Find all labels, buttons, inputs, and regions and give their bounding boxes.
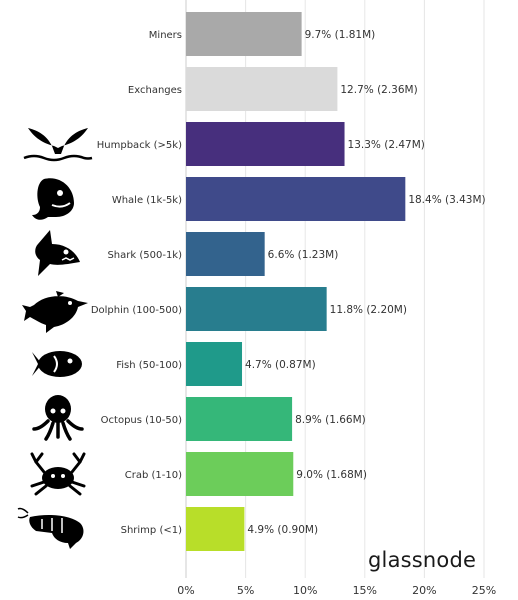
bar	[186, 67, 338, 111]
crab-eye-left	[51, 474, 55, 478]
shrimp-icon	[17, 507, 84, 549]
data-label: 9.0% (1.68M)	[296, 469, 367, 481]
shark-body	[35, 230, 80, 276]
shrimp-body	[29, 515, 84, 549]
data-label: 12.7% (2.36M)	[340, 84, 417, 96]
category-label: Crab (1-10)	[125, 470, 182, 481]
crab-body	[42, 467, 74, 489]
data-label: 8.9% (1.66M)	[295, 414, 366, 426]
octopus-icon	[32, 395, 84, 441]
bar	[186, 287, 327, 331]
x-tick-label: 5%	[237, 584, 254, 597]
octopus-head	[45, 395, 71, 423]
x-tick-label: 0%	[177, 584, 194, 597]
crab-icon	[30, 452, 86, 496]
x-tick-label: 20%	[412, 584, 436, 597]
whale-tail-icon	[23, 128, 93, 162]
bar	[186, 397, 293, 441]
category-label: Exchanges	[128, 85, 182, 96]
fish-body	[38, 351, 82, 377]
category-label: Octopus (10-50)	[101, 415, 182, 426]
category-label: Whale (1k-5k)	[112, 195, 182, 206]
shark-icon	[35, 230, 80, 276]
crab-eye-right	[61, 474, 65, 478]
brand-logo-text: glassnode	[368, 548, 477, 572]
fish-icon	[32, 351, 82, 377]
data-label: 13.3% (2.47M)	[348, 139, 425, 151]
octopus-eye-right	[60, 408, 66, 414]
bar	[186, 342, 243, 386]
category-label: Shrimp (<1)	[121, 525, 182, 536]
x-tick-label: 15%	[353, 584, 377, 597]
category-label: Miners	[149, 30, 182, 41]
category-label: Shark (500-1k)	[107, 250, 182, 261]
data-label: 9.7% (1.81M)	[305, 29, 376, 41]
x-tick-label: 10%	[293, 584, 317, 597]
fish-gill	[53, 355, 58, 373]
dolphin-body	[22, 291, 88, 333]
data-label: 6.6% (1.23M)	[268, 249, 339, 261]
octopus-eye-left	[50, 408, 56, 414]
whale-eye	[57, 190, 63, 196]
bar	[186, 12, 302, 56]
category-label: Dolphin (100-500)	[91, 305, 182, 316]
tail-shape	[28, 128, 88, 154]
category-label: Humpback (>5k)	[97, 140, 182, 151]
bar	[186, 122, 345, 166]
shrimp-antennae	[17, 507, 29, 519]
bar	[186, 177, 406, 221]
water-line	[23, 154, 93, 162]
whale-mouth	[51, 202, 71, 208]
whale-icon	[32, 178, 74, 220]
category-label: Fish (50-100)	[116, 360, 182, 371]
whale-body	[32, 178, 74, 220]
bar	[186, 452, 294, 496]
crab-legs	[30, 452, 86, 496]
bar	[186, 232, 265, 276]
fish-eye	[67, 358, 73, 364]
shark-teeth	[61, 257, 75, 261]
data-label: 4.9% (0.90M)	[247, 524, 318, 536]
octopus-tentacles	[32, 419, 84, 441]
x-tick-label: 25%	[472, 584, 496, 597]
data-label: 4.7% (0.87M)	[245, 359, 316, 371]
dolphin-eye	[68, 301, 72, 305]
data-label: 11.8% (2.20M)	[330, 304, 407, 316]
dolphin-icon	[22, 291, 88, 333]
data-label: 18.4% (3.43M)	[408, 194, 485, 206]
bar	[186, 507, 245, 551]
shark-eye	[63, 249, 69, 255]
shrimp-segments	[41, 518, 63, 533]
